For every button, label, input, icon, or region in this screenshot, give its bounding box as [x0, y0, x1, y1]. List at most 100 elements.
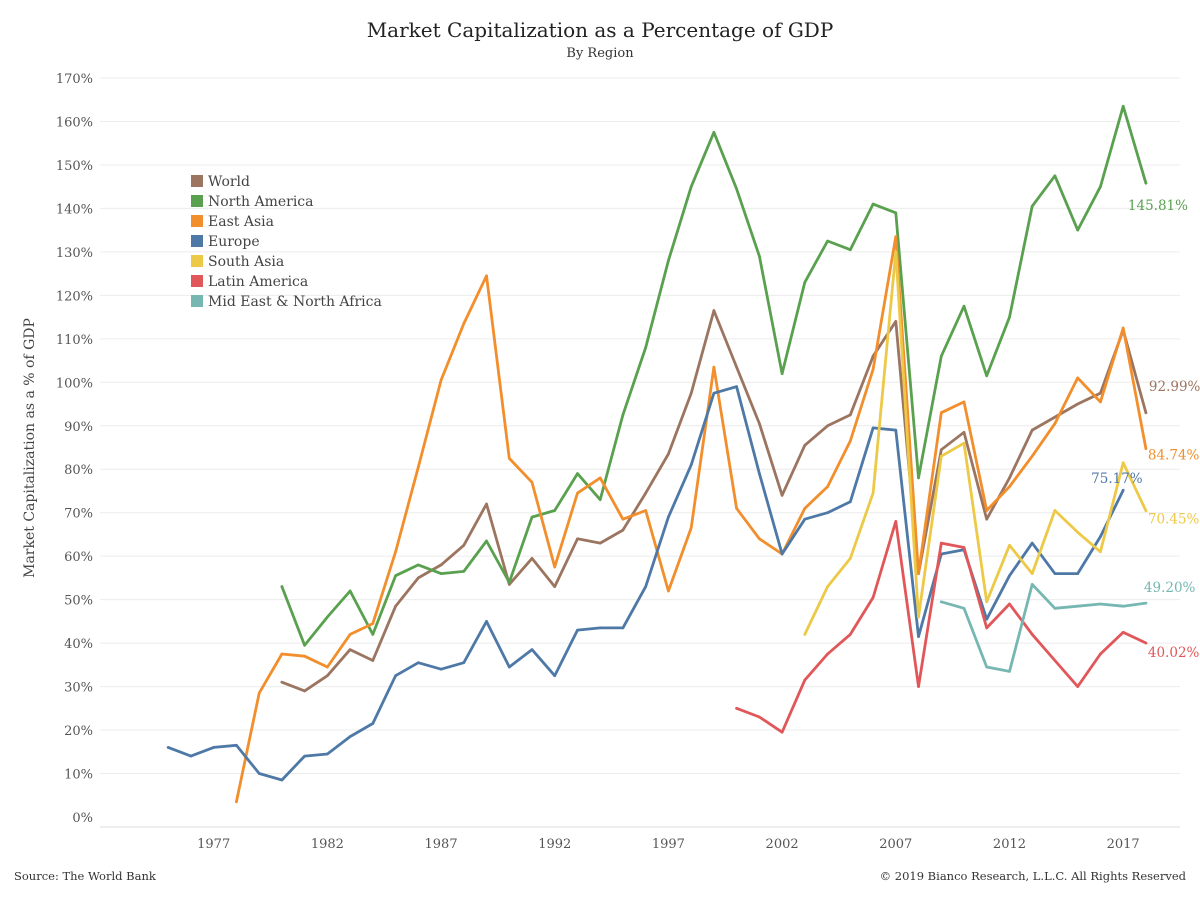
data-point [962, 304, 966, 308]
series-south-asia [803, 250, 1148, 636]
legend-swatch [191, 235, 203, 247]
legend-swatch [191, 295, 203, 307]
data-point [1008, 574, 1011, 578]
data-point [1099, 535, 1102, 538]
y-tick-label: 30% [64, 681, 93, 696]
end-label-mid-east-and-north-africa: 49.20% [1144, 580, 1196, 596]
data-point [1099, 400, 1102, 404]
y-axis-label: Market Capitalization as a % of GDP [22, 318, 38, 578]
data-point [758, 715, 761, 719]
data-point [1030, 583, 1034, 586]
data-point [871, 426, 875, 430]
data-point [803, 507, 807, 510]
data-point [939, 448, 943, 451]
data-point [1076, 685, 1079, 688]
y-tick-label: 60% [64, 550, 93, 565]
data-point [917, 476, 920, 480]
data-point [1076, 604, 1079, 608]
data-point [1076, 402, 1079, 406]
data-point [894, 320, 898, 323]
data-point [598, 498, 602, 501]
data-point [303, 654, 306, 658]
data-point [326, 615, 329, 619]
data-point [576, 472, 579, 475]
data-point [735, 385, 738, 388]
data-point [826, 485, 829, 488]
data-point [371, 722, 375, 725]
data-point [712, 309, 716, 312]
data-point [417, 563, 420, 567]
data-point [553, 674, 557, 678]
data-point [621, 517, 625, 521]
legend-item-south-asia: South Asia [191, 254, 284, 270]
data-point [917, 635, 920, 638]
chart-title: Market Capitalization as a Percentage of… [367, 18, 834, 42]
data-point [939, 541, 943, 545]
data-point [303, 689, 306, 693]
data-point [962, 546, 966, 549]
data-point [576, 537, 579, 541]
data-point [1144, 447, 1148, 450]
data-point [985, 374, 989, 378]
end-label-layer: 92.99% 145.81% 84.74% 75.17% 70.45% 40.02% 49.… [1091, 198, 1200, 661]
y-tick-label: 130% [56, 246, 93, 261]
data-point [235, 743, 238, 747]
data-point [1076, 228, 1079, 232]
data-point [1121, 604, 1125, 608]
data-point [530, 648, 534, 651]
data-point [826, 511, 829, 515]
data-point [780, 372, 784, 375]
data-point [689, 391, 693, 395]
data-point [1076, 530, 1079, 534]
y-tick-label: 150% [56, 159, 93, 174]
data-point [485, 274, 488, 278]
chart-subtitle: By Region [566, 46, 634, 61]
data-point [348, 589, 352, 593]
x-tick-labels: 1977 1982 1987 1992 1997 2002 2007 2012 2017 [197, 837, 1140, 852]
data-point [462, 322, 466, 325]
data-point [871, 367, 875, 371]
data-point [712, 131, 716, 134]
data-point [621, 413, 625, 417]
data-point [962, 430, 966, 434]
data-point [1144, 509, 1148, 513]
series-line-south-asia [803, 250, 1148, 636]
data-point [1008, 476, 1011, 480]
data-point [189, 754, 193, 758]
data-point [212, 746, 215, 749]
copyright-note: © 2019 Bianco Research, L.L.C. All Right… [880, 869, 1187, 883]
data-point [1030, 454, 1034, 458]
data-point [780, 552, 784, 556]
legend-swatch [191, 195, 203, 207]
data-point [439, 378, 443, 382]
data-point [894, 428, 898, 432]
data-point [849, 413, 852, 417]
y-tick-label: 160% [56, 115, 93, 130]
data-point [1099, 652, 1102, 656]
data-point [485, 620, 488, 623]
x-tick-label: 2002 [766, 837, 799, 852]
data-point [530, 557, 534, 560]
legend-item-europe: Europe [191, 234, 260, 250]
data-point [1053, 607, 1057, 610]
data-point [166, 746, 170, 749]
data-point [1030, 428, 1034, 432]
data-point [394, 550, 397, 554]
legend-swatch [191, 255, 203, 267]
data-point [1121, 488, 1125, 492]
legend-label: World [208, 174, 250, 190]
data-point [1053, 509, 1057, 512]
data-point [485, 502, 488, 506]
data-point [826, 239, 829, 243]
data-point [1053, 174, 1057, 178]
end-label-latin-america: 40.02% [1148, 645, 1200, 661]
data-point [826, 652, 829, 656]
x-tick-label: 1987 [425, 837, 458, 852]
data-point [849, 248, 852, 252]
data-point [462, 544, 466, 547]
data-point [303, 754, 306, 758]
data-point [712, 365, 716, 369]
data-point [780, 494, 784, 497]
data-point [1144, 601, 1148, 605]
data-point [530, 480, 534, 484]
